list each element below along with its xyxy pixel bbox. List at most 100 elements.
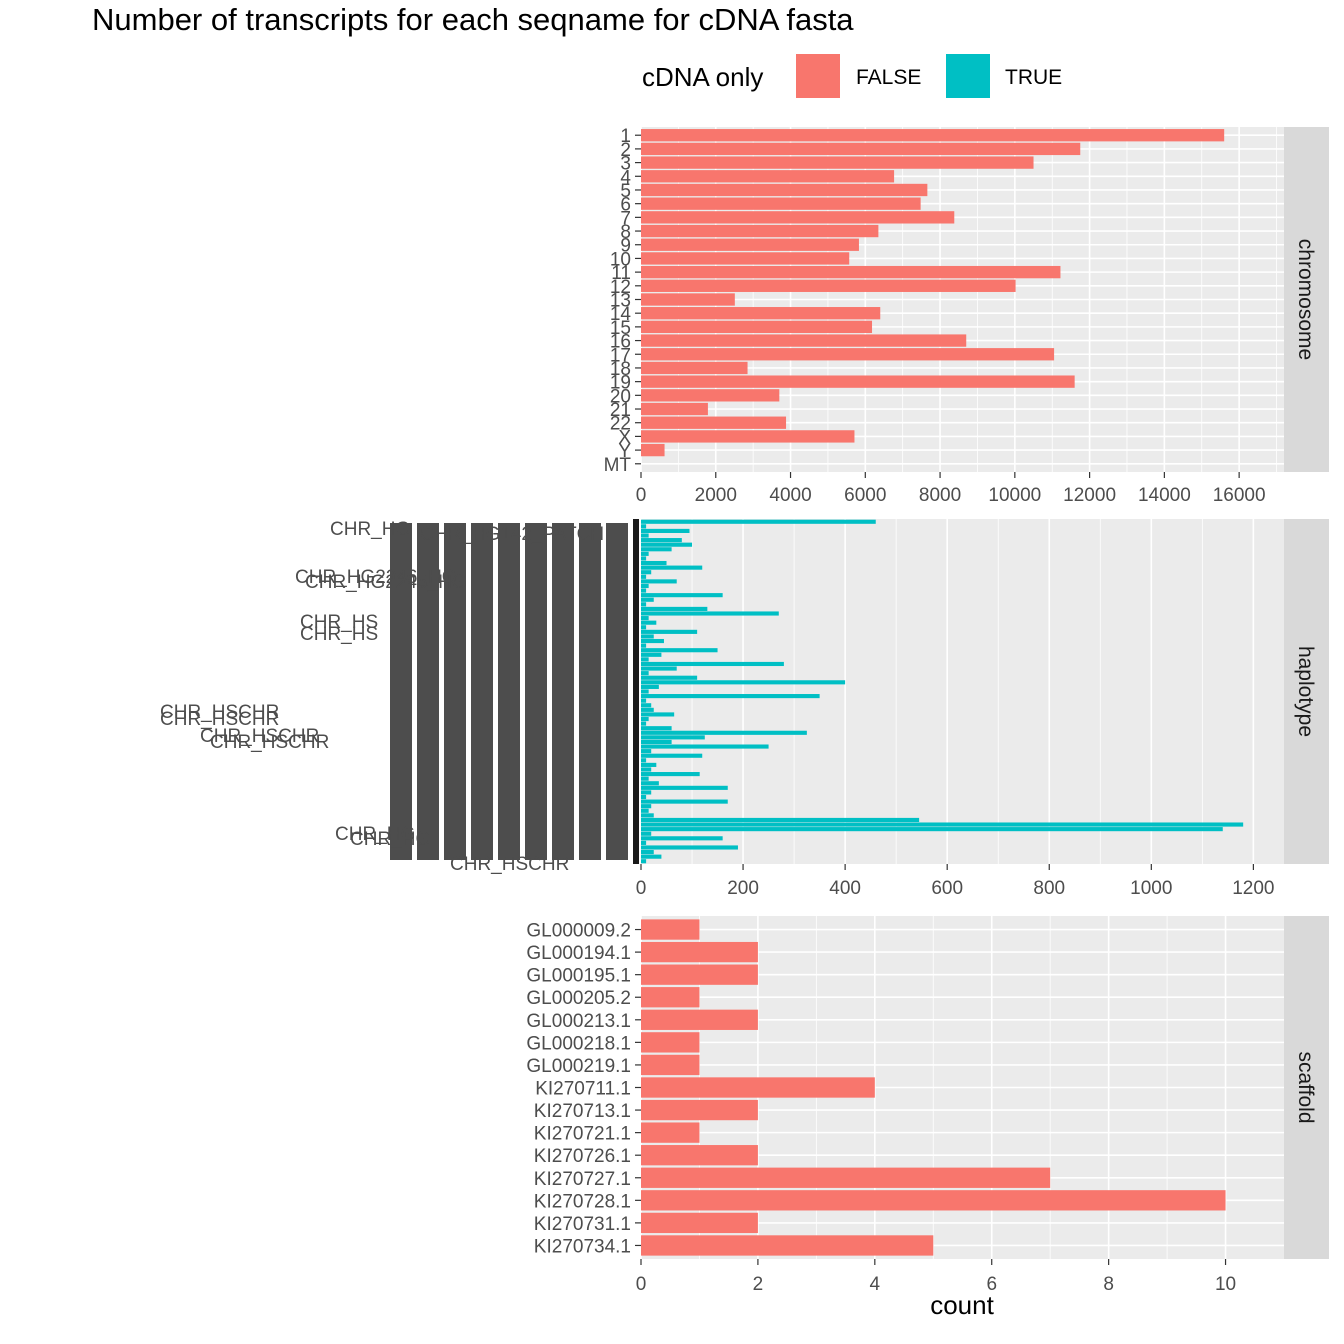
bar <box>641 416 787 429</box>
bar <box>641 560 667 566</box>
bar <box>641 753 703 758</box>
y-tick-label: 8 <box>620 222 631 243</box>
y-tick-label: KI270721.1 <box>534 1124 631 1145</box>
y-tick-label: CHR_HSCHR <box>450 854 569 875</box>
bar <box>641 638 664 644</box>
bar <box>641 964 758 985</box>
y-tick-label: GL000205.2 <box>526 988 631 1009</box>
bar <box>641 716 649 722</box>
bar <box>641 542 693 547</box>
bar <box>641 648 718 653</box>
bar <box>641 987 700 1008</box>
y-tick-label: 6 <box>620 195 631 216</box>
x-tick-label: 14000 <box>1138 485 1191 506</box>
facet-strip <box>1284 519 1329 864</box>
bar <box>641 597 654 602</box>
bar <box>641 588 647 593</box>
y-tick-label: CHR_HSCHR <box>160 709 279 730</box>
y-tick-label: KI270727.1 <box>534 1169 631 1190</box>
y-tick-label: KI270711.1 <box>535 1079 631 1100</box>
bar <box>641 547 672 552</box>
facet-scaffold: GL000009.2GL000194.1GL000195.1GL000205.2… <box>526 916 1329 1295</box>
bar <box>641 570 652 575</box>
y-tick-label: 22 <box>610 414 631 435</box>
y-tick-label: CHR_HG <box>350 829 430 850</box>
facet-haplotype: CHR_HG CHR_HG142_PATCHCHR_HG2246_HGCHR_HG… <box>160 519 1329 899</box>
y-tick-label: GL000213.1 <box>526 1011 631 1032</box>
x-tick-label: 12000 <box>1063 485 1116 506</box>
y-tick-label: CHR_HS <box>300 624 378 645</box>
bar <box>641 519 876 524</box>
y-tick-label: CHR_HG142_PATCH <box>420 524 604 545</box>
bar <box>641 533 649 538</box>
y-tick-label: X <box>618 427 631 448</box>
y-tick-label: 3 <box>620 154 631 175</box>
y-tick-label: 4 <box>620 167 631 188</box>
bar <box>641 620 657 625</box>
bar <box>641 827 1223 832</box>
x-tick-label: 2 <box>753 1274 764 1295</box>
y-tick-label: CHR_HG <box>330 519 410 540</box>
bar <box>641 684 659 689</box>
bar <box>641 183 928 197</box>
overlapping-labels <box>606 523 628 860</box>
chart-title: Number of transcripts for each seqname f… <box>92 2 854 37</box>
bar <box>641 813 654 818</box>
bar <box>641 652 662 657</box>
facet-panels: 12345678910111213141516171819202122XYMT0… <box>160 126 1329 1295</box>
x-tick-label: 0 <box>636 485 647 506</box>
overlapping-labels <box>390 523 412 860</box>
bar <box>641 1212 758 1234</box>
bar <box>641 197 921 210</box>
x-tick-label: 8 <box>1103 1274 1114 1295</box>
x-tick-label: 600 <box>931 878 963 899</box>
bar <box>641 794 647 800</box>
y-tick-label: 19 <box>610 373 631 394</box>
legend: cDNA only FALSE TRUE <box>642 54 1062 98</box>
y-tick-label: GL000219.1 <box>526 1056 631 1077</box>
y-tick-label: 1 <box>620 126 631 147</box>
bar <box>641 675 698 680</box>
bar <box>641 671 649 676</box>
legend-label-false: FALSE <box>856 66 921 89</box>
facet-strip <box>1284 127 1329 472</box>
bar <box>641 781 659 786</box>
bar <box>641 666 677 671</box>
y-tick-label: CHR_HSCHR <box>200 726 319 747</box>
y-tick-label: 21 <box>610 400 631 421</box>
x-tick-label: 6000 <box>844 485 886 506</box>
bar <box>641 767 652 772</box>
x-tick-label: 200 <box>727 878 759 899</box>
bar <box>641 831 652 836</box>
bar <box>641 808 649 813</box>
bar <box>641 698 647 703</box>
bar <box>641 320 873 334</box>
bar <box>641 211 955 224</box>
y-tick-label: 14 <box>610 304 632 325</box>
y-tick-label: 18 <box>610 359 631 380</box>
bar <box>641 1099 758 1121</box>
bar <box>641 643 647 648</box>
bar <box>641 776 649 781</box>
bar <box>641 1009 758 1030</box>
y-tick-label: GL000195.1 <box>526 966 631 987</box>
facet-strip-label: chromosome <box>1294 239 1317 360</box>
bar <box>641 593 723 598</box>
x-tick-label: 4000 <box>769 485 811 506</box>
x-tick-label: 0 <box>636 878 647 899</box>
legend-key-true <box>946 54 990 98</box>
overlapping-labels <box>417 523 439 860</box>
x-tick-label: 10 <box>1215 1274 1236 1295</box>
legend-title: cDNA only <box>642 62 763 92</box>
bar <box>641 551 649 556</box>
panel-background <box>641 519 1284 864</box>
y-tick-label: 20 <box>610 386 631 407</box>
overlapping-labels <box>471 523 493 860</box>
y-tick-label: CHR_HS <box>300 612 378 633</box>
bar <box>641 265 1061 279</box>
bar <box>641 689 649 694</box>
y-tick-label: 12 <box>610 277 631 298</box>
y-tick-label: KI270731.1 <box>534 1214 631 1235</box>
x-tick-label: 1000 <box>1130 878 1172 899</box>
bar <box>641 785 728 790</box>
